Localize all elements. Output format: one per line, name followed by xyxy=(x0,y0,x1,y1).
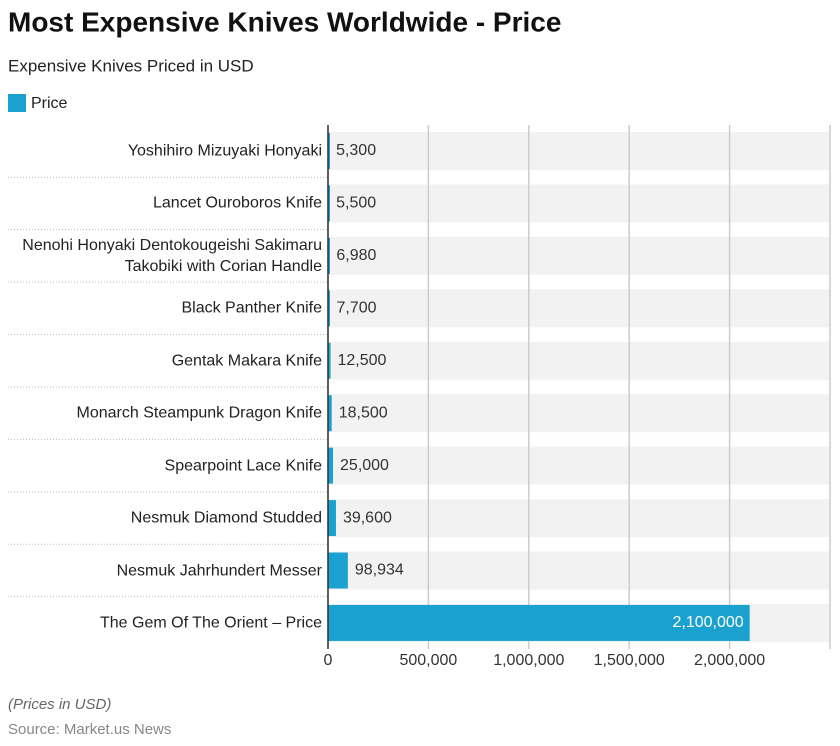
value-label: 12,500 xyxy=(338,352,387,369)
bar xyxy=(328,237,330,274)
y-tick-label: Nenohi Honyaki Dentokougeishi Sakimaru T… xyxy=(22,236,322,275)
y-tick-label: Black Panther Knife xyxy=(181,299,322,317)
y-tick-label: Nesmuk Jahrhundert Messer xyxy=(116,562,322,580)
row-background xyxy=(328,446,830,485)
bar xyxy=(328,604,750,641)
chart-subtitle: Expensive Knives Priced in USD xyxy=(8,56,254,75)
x-tick-label: 0 xyxy=(324,652,333,669)
bar xyxy=(328,552,348,589)
value-label: 18,500 xyxy=(339,404,388,421)
value-label: 6,980 xyxy=(336,247,376,264)
value-label: 2,100,000 xyxy=(672,614,743,631)
y-tick-label: Yoshihiro Mizuyaki Honyaki xyxy=(127,142,322,160)
row-background xyxy=(328,394,830,433)
legend-swatch xyxy=(8,94,26,112)
row-background xyxy=(328,236,830,275)
bar xyxy=(328,185,330,222)
value-label: 25,000 xyxy=(340,457,389,474)
bar xyxy=(328,395,332,432)
value-label: 5,500 xyxy=(336,195,376,212)
y-tick-label: The Gem Of The Orient – Price xyxy=(99,614,322,632)
x-tick-label: 500,000 xyxy=(399,652,457,669)
x-tick-label: 1,000,000 xyxy=(493,652,564,669)
row-background xyxy=(328,289,830,328)
note: (Prices in USD) xyxy=(8,696,111,713)
bar xyxy=(328,342,331,379)
legend-label: Price xyxy=(31,95,68,112)
row-background xyxy=(328,499,830,538)
row-background xyxy=(328,132,830,170)
row-background xyxy=(328,551,830,590)
x-tick-label: 1,500,000 xyxy=(594,652,665,669)
value-label: 39,600 xyxy=(343,509,392,526)
y-tick-label: Monarch Steampunk Dragon Knife xyxy=(76,404,322,422)
bar xyxy=(328,500,336,537)
row-background xyxy=(328,341,830,380)
bar xyxy=(328,133,330,169)
value-label: 7,700 xyxy=(337,300,377,317)
chart-title: Most Expensive Knives Worldwide - Price xyxy=(8,6,561,37)
x-tick-label: 2,000,000 xyxy=(694,652,765,669)
bar xyxy=(328,447,334,484)
y-tick-label: Nesmuk Diamond Studded xyxy=(130,509,322,527)
value-label: 98,934 xyxy=(355,562,404,579)
bar xyxy=(328,290,330,327)
y-tick-label: Spearpoint Lace Knife xyxy=(164,457,322,475)
value-label: 5,300 xyxy=(336,142,376,159)
source: Source: Market.us News xyxy=(8,721,171,738)
row-background xyxy=(328,184,830,223)
y-tick-label: Lancet Ouroboros Knife xyxy=(153,194,322,212)
y-tick-label: Gentak Makara Knife xyxy=(171,352,322,370)
